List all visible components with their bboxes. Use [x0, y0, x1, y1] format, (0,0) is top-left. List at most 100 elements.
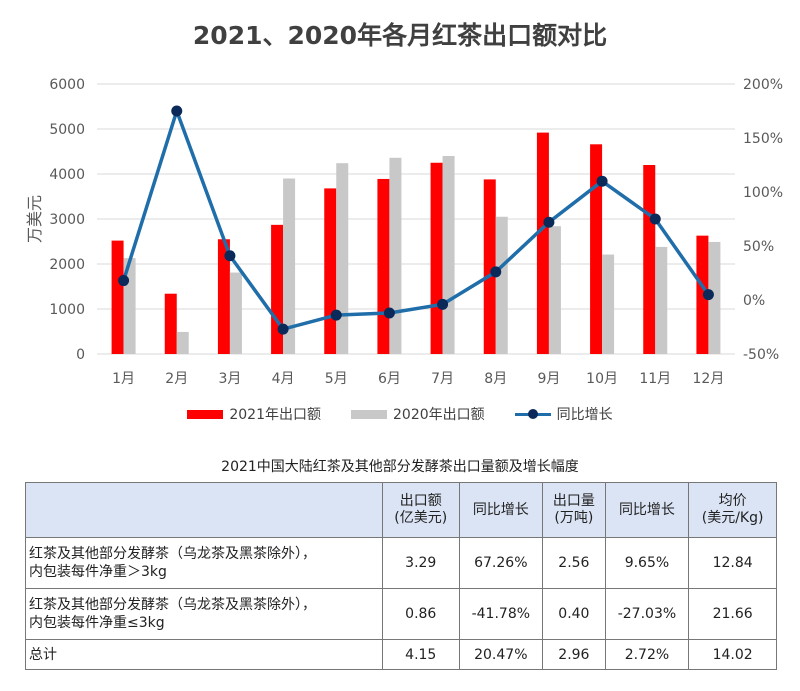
cell: 2.72% — [604, 639, 690, 670]
legend-item-2020: 2020年出口额 — [351, 404, 485, 424]
table-header-row: 出口额 (亿美元) 同比增长 出口量 (万吨) 同比增长 均价 (美元/Kg) — [25, 482, 777, 538]
cell: 9.65% — [604, 537, 690, 589]
bar-2020 — [655, 246, 668, 354]
bar-2021 — [217, 239, 230, 354]
bar-2020 — [602, 254, 615, 354]
bar-2020 — [176, 331, 189, 354]
y-axis-label: 万美元 — [25, 195, 44, 243]
x-tick-label: 2月 — [165, 371, 188, 387]
yoy-point — [596, 175, 608, 187]
x-tick-label: 10月 — [586, 371, 618, 387]
bar-2020 — [229, 272, 242, 354]
y-tick-label: 5000 — [49, 122, 85, 138]
bar-2021 — [324, 188, 337, 354]
header-cell: 均价 (美元/Kg) — [688, 482, 777, 538]
y-tick-label: 2000 — [49, 257, 85, 273]
x-tick-label: 9月 — [537, 371, 560, 387]
combo-chart: 0 1000 2000 3000 4000 5000 6000 -50% 0% 50% 100% 15… — [25, 77, 783, 387]
header-cell: 出口量 (万吨) — [542, 482, 606, 538]
bar-2021 — [164, 293, 177, 354]
bar-2020 — [283, 178, 296, 354]
y2-tick-label: 200% — [743, 77, 783, 93]
cell: 0.86 — [382, 588, 460, 640]
yoy-point — [649, 213, 661, 225]
x-tick-label: 7月 — [431, 371, 454, 387]
cell: -41.78% — [458, 588, 544, 640]
table-row: 红茶及其他部分发酵茶（乌龙茶及黑茶除外）， 内包装每件净重≤3kg 0.86 -4… — [25, 588, 777, 640]
y2-tick-label: 0% — [743, 293, 765, 309]
yoy-point — [277, 323, 289, 335]
yoy-point — [330, 309, 342, 321]
cell: 3.29 — [382, 537, 460, 589]
bar-2020 — [708, 241, 721, 354]
legend-swatch-2020 — [351, 409, 387, 419]
yoy-point — [437, 298, 449, 310]
bar-2021 — [643, 165, 656, 354]
bar-2020 — [442, 156, 455, 354]
x-tick-label: 6月 — [378, 371, 401, 387]
legend-label: 同比增长 — [556, 407, 613, 423]
bar-2020 — [548, 226, 561, 354]
cell: 4.15 — [382, 639, 460, 670]
x-tick-label: 4月 — [272, 371, 295, 387]
yoy-point — [171, 105, 183, 117]
yoy-point — [383, 307, 395, 319]
row-label: 总计 — [25, 639, 383, 670]
cell: 67.26% — [458, 537, 544, 589]
yoy-point — [543, 216, 555, 228]
yoy-point — [490, 266, 502, 278]
y2-tick-label: 50% — [743, 239, 774, 255]
cell: -27.03% — [604, 588, 690, 640]
legend-label: 2021年出口额 — [229, 407, 321, 423]
y2-tick-label: -50% — [743, 347, 779, 363]
header-cell: 出口额 (亿美元) — [382, 482, 460, 538]
bar-2021 — [696, 235, 709, 354]
legend-item-yoy: 同比增长 — [514, 404, 613, 424]
y-tick-label: 3000 — [49, 212, 85, 228]
legend-item-2021: 2021年出口额 — [187, 404, 321, 424]
bar-2021 — [590, 144, 603, 354]
bar-2020 — [336, 163, 349, 354]
x-tick-label: 5月 — [325, 371, 348, 387]
header-cell: 同比增长 — [458, 482, 544, 538]
x-tick-label: 12月 — [693, 371, 725, 387]
y2-tick-label: 100% — [743, 185, 783, 201]
export-table: 出口额 (亿美元) 同比增长 出口量 (万吨) 同比增长 均价 (美元/Kg) 红茶及… — [25, 482, 777, 670]
y-tick-label: 1000 — [49, 302, 85, 318]
legend-swatch-2021 — [187, 409, 224, 419]
header-cell: 同比增长 — [604, 482, 690, 538]
yoy-line — [121, 105, 710, 332]
bar-2021 — [483, 179, 496, 354]
row-label: 红茶及其他部分发酵茶（乌龙茶及黑茶除外）， 内包装每件净重＞3kg — [25, 537, 383, 589]
y2-tick-label: 150% — [743, 131, 783, 147]
yoy-point — [702, 289, 714, 301]
y-tick-label: 4000 — [49, 167, 85, 183]
bar-2021 — [377, 178, 390, 354]
bar-2021 — [430, 162, 443, 354]
cell: 20.47% — [458, 639, 544, 670]
row-label: 红茶及其他部分发酵茶（乌龙茶及黑茶除外）， 内包装每件净重≤3kg — [25, 588, 383, 640]
bar-2021 — [536, 132, 549, 354]
table-row: 红茶及其他部分发酵茶（乌龙茶及黑茶除外）， 内包装每件净重＞3kg 3.29 67… — [25, 537, 777, 589]
cell: 21.66 — [688, 588, 777, 640]
yoy-point — [224, 250, 236, 262]
bar-2020 — [495, 216, 508, 354]
cell: 14.02 — [688, 639, 777, 670]
header-cell — [25, 482, 383, 538]
bar-2020 — [389, 157, 402, 354]
table-total-row: 总计 4.15 20.47% 2.96 2.72% 14.02 — [25, 639, 777, 670]
y-tick-label: 0 — [76, 347, 85, 363]
legend-swatch-yoy — [514, 408, 551, 419]
cell: 12.84 — [688, 537, 777, 589]
yoy-point — [118, 275, 130, 287]
cell: 2.56 — [542, 537, 606, 589]
y-tick-label: 6000 — [49, 77, 85, 93]
table-caption: 2021中国大陆红茶及其他部分发酵茶出口量额及增长幅度 — [221, 459, 579, 475]
x-tick-label: 11月 — [639, 371, 671, 387]
x-tick-label: 8月 — [484, 371, 507, 387]
x-tick-label: 1月 — [112, 371, 135, 387]
bar-2021 — [111, 240, 124, 354]
bar-2021 — [271, 224, 284, 354]
legend-label: 2020年出口额 — [393, 407, 485, 423]
